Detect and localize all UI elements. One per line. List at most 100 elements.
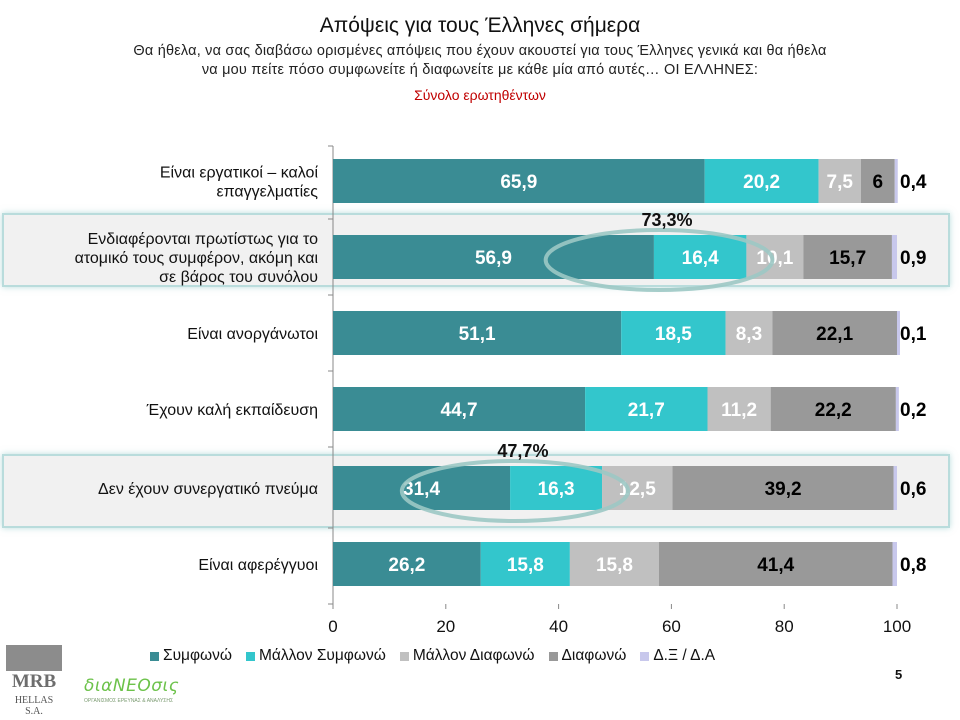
bar-segment <box>333 311 622 355</box>
x-tick-label: 40 <box>549 617 568 636</box>
data-label: 65,9 <box>500 172 537 193</box>
data-label: 22,2 <box>815 400 852 421</box>
bar-segment <box>480 542 570 586</box>
legend-item: Δ.Ξ / Δ.Α <box>640 647 715 665</box>
highlight-ellipse <box>399 459 631 523</box>
subtitle-line-1: Θα ήθελα, να σας διαβάσω ορισμένες απόψε… <box>133 43 827 59</box>
chart-legend: Συμφωνώ Μάλλον Συμφωνώ Μάλλον Διαφωνώ Διαφω… <box>150 645 715 667</box>
legend-label: Δ.Ξ / Δ.Α <box>653 647 716 664</box>
data-label: 21,7 <box>628 400 665 421</box>
bar-segment <box>621 311 726 355</box>
category-label: ατομικό τους συμφέρον, ακόμη και <box>75 250 319 267</box>
bar-segment <box>658 542 893 586</box>
bar-segment <box>772 311 897 355</box>
legend-label: Μάλλον Διαφωνώ <box>412 647 535 664</box>
data-label: 15,7 <box>829 248 866 269</box>
data-label: 11,2 <box>721 400 757 421</box>
bar-segment <box>803 235 892 279</box>
dianeosis-logo: διαΝΕΟσις ΟΡΓΑΝΙΣΜΟΣ ΕΡΕΥΝΑΣ & ΑΝΑΛΥΣΗΣ <box>84 676 194 712</box>
chart-title: Απόψεις για τους Έλληνες σήμερα <box>319 14 641 37</box>
legend-swatch <box>640 651 650 661</box>
bar-segment <box>704 159 819 203</box>
annotation-label: 47,7% <box>497 441 548 461</box>
mrb-logo: MRB HELLAS S.A. <box>6 645 62 717</box>
bar-segment <box>725 311 773 355</box>
category-label: επαγγελματίες <box>216 184 318 201</box>
bar-segment <box>333 387 586 431</box>
bar-segment <box>585 387 708 431</box>
data-label: 0,8 <box>900 555 926 576</box>
legend-label: Μάλλον Συμφωνώ <box>259 647 386 664</box>
bar-segment <box>895 387 899 431</box>
bar-segment <box>860 159 895 203</box>
bar-segment <box>333 542 481 586</box>
data-label: 0,4 <box>900 172 927 193</box>
annotation-label: 73,3% <box>642 210 693 230</box>
legend-item: Συμφωνώ <box>150 647 232 665</box>
bar-segment <box>892 542 897 586</box>
data-label: 0,2 <box>900 400 926 421</box>
bar-segment <box>891 235 897 279</box>
x-tick-label: 0 <box>328 617 337 636</box>
bar-segment <box>510 466 603 510</box>
data-label: 16,3 <box>538 479 575 500</box>
legend-swatch <box>548 651 558 661</box>
legend-item: Διαφωνώ <box>548 647 627 665</box>
subtitle-line-2: να μου πείτε πόσο συμφωνείτε ή διαφωνείτ… <box>201 62 759 78</box>
base-note: Σύνολο ερωτηθέντων <box>414 87 546 103</box>
dianeosis-logo-tagline: ΟΡΓΑΝΙΣΜΟΣ ΕΡΕΥΝΑΣ & ΑΝΑΛΥΣΗΣ <box>84 698 174 704</box>
mrb-logo-subtext: HELLAS S.A. <box>14 695 54 717</box>
bar-segment <box>569 542 659 586</box>
data-label: 16,4 <box>682 248 719 269</box>
bar-segment <box>672 466 894 510</box>
data-label: 44,7 <box>441 400 478 421</box>
legend-label: Διαφωνώ <box>561 647 627 664</box>
category-label: Ενδιαφέρονται πρωτίστως για το <box>88 231 318 248</box>
data-label: 15,8 <box>596 555 633 576</box>
data-label: 10,1 <box>756 248 793 269</box>
x-tick-label: 20 <box>436 617 455 636</box>
x-tick-label: 100 <box>883 617 911 636</box>
data-label: 0,1 <box>900 324 927 345</box>
bar-segment <box>893 466 897 510</box>
bar-segment <box>602 466 673 510</box>
bar-segment <box>770 387 896 431</box>
bar-segment <box>894 159 898 203</box>
category-label: Δεν έχουν συνεργατικό πνεύμα <box>98 481 318 498</box>
category-label: σε βάρος του συνόλου <box>159 269 318 286</box>
legend-label: Συμφωνώ <box>163 647 232 664</box>
data-label: 7,5 <box>827 172 854 193</box>
category-label: Είναι εργατικοί – καλοί <box>160 165 319 182</box>
data-label: 20,2 <box>743 172 780 193</box>
bar-segment <box>653 235 747 279</box>
data-label: 22,1 <box>816 324 853 345</box>
data-label: 0,6 <box>900 479 926 500</box>
bar-segment <box>333 235 654 279</box>
category-label: Είναι ανοργάνωτοι <box>187 326 318 343</box>
x-tick-label: 80 <box>775 617 794 636</box>
data-label: 31,4 <box>403 479 440 500</box>
category-label: Έχουν καλή εκπαίδευση <box>146 402 318 419</box>
legend-item: Μάλλον Συμφωνώ <box>246 647 386 665</box>
data-label: 6 <box>873 172 884 193</box>
page-number: 5 <box>895 667 903 682</box>
bar-segment <box>707 387 771 431</box>
legend-swatch <box>246 651 255 661</box>
data-label: 8,3 <box>736 324 762 345</box>
legend-item: Μάλλον Διαφωνώ <box>399 647 535 665</box>
highlight-ellipse <box>543 228 775 292</box>
data-label: 51,1 <box>459 324 496 345</box>
legend-swatch <box>399 651 409 661</box>
x-tick-label: 60 <box>662 617 681 636</box>
data-label: 39,2 <box>765 479 802 500</box>
legend-swatch <box>150 651 159 661</box>
data-label: 18,5 <box>655 324 692 345</box>
bar-segment <box>897 311 900 355</box>
data-label: 0,9 <box>900 248 926 269</box>
bar-segment <box>818 159 861 203</box>
data-label: 41,4 <box>757 555 794 576</box>
mrb-logo-box <box>6 645 62 671</box>
chart-subtitle: Θα ήθελα, να σας διαβάσω ορισμένες απόψε… <box>60 42 900 80</box>
data-label: 15,8 <box>507 555 544 576</box>
